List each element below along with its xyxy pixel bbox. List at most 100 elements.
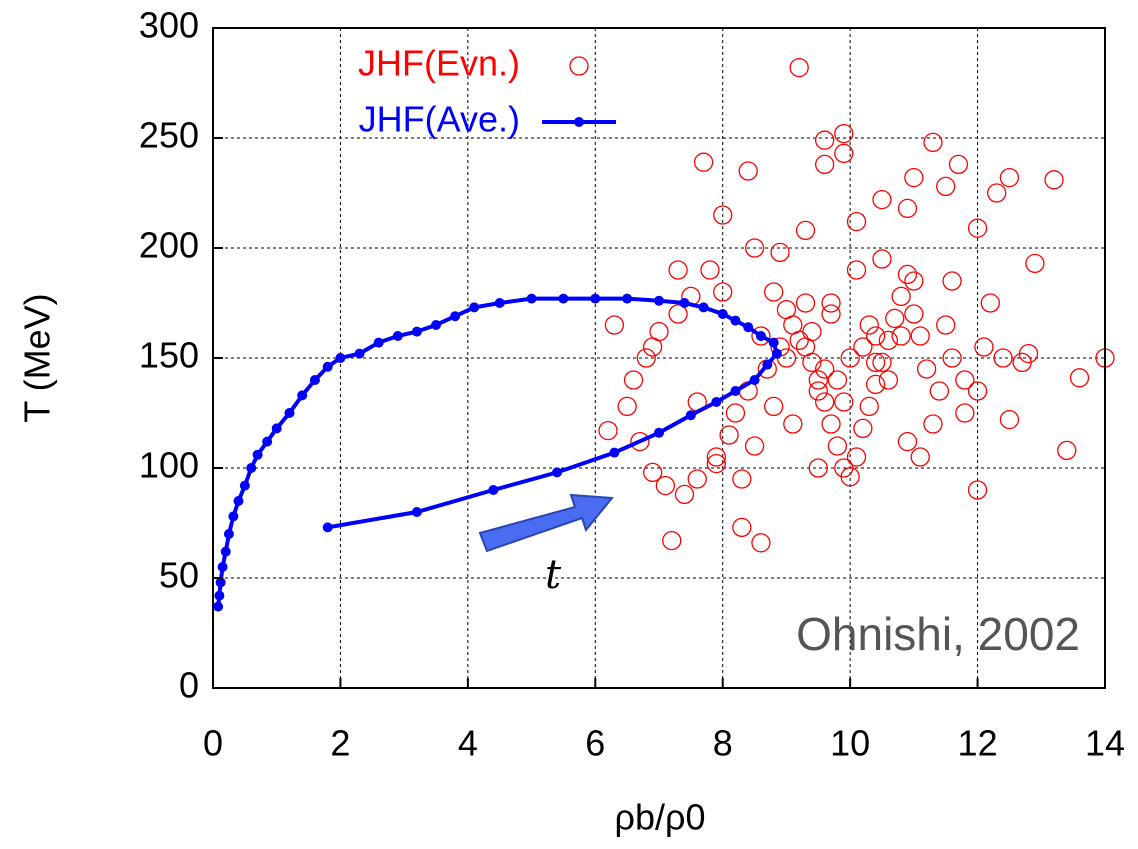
point [897, 431, 918, 452]
point [865, 352, 886, 373]
point [431, 320, 441, 330]
legend-label: JHF(Ave.) [359, 99, 520, 140]
point [700, 260, 720, 280]
point [802, 321, 822, 342]
point [630, 431, 650, 452]
point [755, 331, 766, 341]
point [948, 154, 969, 175]
point [916, 359, 937, 379]
y-tick-label: 150 [139, 335, 199, 376]
point [730, 386, 741, 396]
point [808, 370, 828, 390]
point [993, 348, 1013, 368]
y-tick-label: 0 [179, 665, 199, 706]
point [617, 396, 637, 417]
point [999, 409, 1020, 430]
point [749, 375, 760, 385]
point [846, 260, 867, 280]
point [228, 511, 239, 522]
point [897, 198, 918, 219]
point [719, 425, 739, 445]
point [1057, 440, 1077, 461]
point [297, 390, 308, 401]
point [1012, 352, 1032, 373]
point [469, 302, 480, 313]
point [717, 309, 728, 319]
point [923, 414, 943, 434]
arrow [478, 493, 614, 553]
point [217, 562, 228, 572]
y-tick-label: 100 [139, 445, 199, 486]
point [967, 218, 988, 238]
point [942, 348, 962, 368]
point [693, 152, 714, 172]
point [834, 392, 854, 412]
point [494, 298, 505, 308]
point [1069, 368, 1090, 388]
point [904, 271, 924, 291]
point [271, 423, 282, 434]
point [711, 397, 722, 407]
point [552, 467, 563, 478]
point [335, 353, 346, 363]
point [220, 546, 231, 557]
x-tick-label: 14 [1085, 723, 1125, 764]
x-tick-label: 2 [330, 723, 350, 764]
x-tick-label: 4 [458, 723, 478, 764]
point [840, 348, 860, 368]
point [859, 315, 879, 335]
point [642, 337, 663, 357]
point [846, 447, 867, 467]
point [604, 315, 625, 335]
point [732, 469, 752, 489]
point [955, 370, 975, 390]
point [872, 189, 892, 210]
point [795, 293, 816, 313]
point [764, 282, 784, 302]
point [713, 205, 733, 225]
point [891, 326, 911, 346]
point [808, 458, 828, 478]
point [622, 293, 633, 304]
point [674, 484, 695, 505]
point [685, 410, 696, 421]
point [929, 381, 949, 401]
y-axis-label: T (MeV) [17, 293, 58, 422]
point [751, 533, 771, 553]
point [1025, 253, 1045, 274]
point [246, 463, 257, 473]
point [891, 286, 911, 307]
point [910, 447, 930, 467]
point [827, 370, 848, 390]
point [239, 480, 250, 491]
x-axis-label: ρb/ρ0 [614, 797, 705, 838]
point [904, 304, 924, 324]
point [808, 381, 828, 401]
point [815, 154, 835, 175]
point [865, 374, 886, 395]
point [411, 507, 422, 517]
point [654, 427, 664, 438]
point [815, 130, 835, 150]
point [999, 167, 1020, 188]
point [878, 330, 899, 351]
point [1044, 170, 1064, 190]
point [679, 298, 690, 308]
point [450, 311, 461, 322]
point [732, 517, 752, 538]
point [834, 143, 854, 164]
point [744, 238, 765, 258]
annotation: t [545, 552, 562, 598]
point [609, 447, 620, 458]
x-tick-label: 8 [713, 723, 733, 764]
point [713, 282, 733, 302]
point [834, 123, 854, 144]
point [802, 352, 822, 373]
point [392, 331, 403, 341]
point [859, 396, 879, 417]
y-tick-label: 250 [139, 115, 199, 156]
x-tick-label: 10 [830, 723, 870, 764]
point [654, 295, 664, 306]
x-tick-label: 6 [585, 723, 605, 764]
